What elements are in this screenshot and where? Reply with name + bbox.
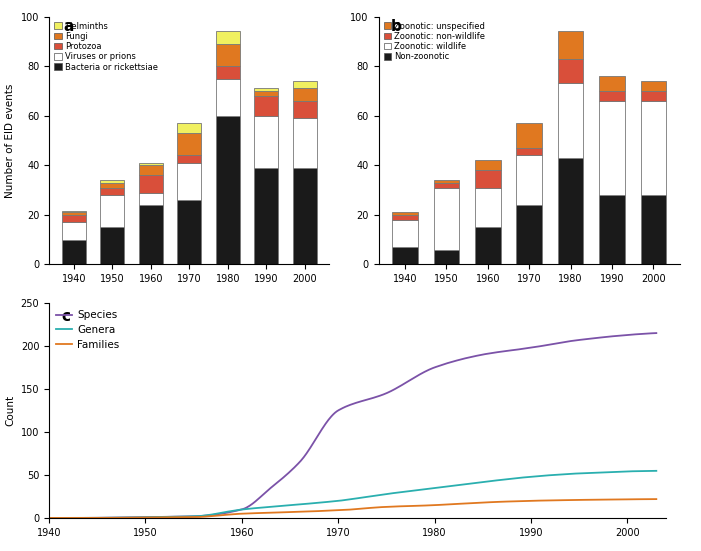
Bar: [62, 215, 86, 223]
Bar: [254, 88, 278, 91]
Bar: [393, 220, 418, 247]
Bar: [139, 163, 163, 165]
Legend: Helminths, Fungi, Protozoa, Viruses or prions, Bacteria or rickettsiae: Helminths, Fungi, Protozoa, Viruses or p…: [53, 21, 158, 72]
Line: Families: Families: [49, 499, 656, 518]
Bar: [558, 58, 583, 83]
Bar: [434, 187, 459, 250]
Bar: [558, 158, 583, 264]
Families: [45, 515, 53, 521]
Genera: [400, 488, 409, 495]
Bar: [293, 81, 317, 88]
Legend: Zoonotic: unspecified, Zoonotic: non-wildlife, Zoonotic: wildlife, Non-zoonotic: Zoonotic: unspecified, Zoonotic: non-wil…: [383, 21, 486, 62]
Genera: [219, 509, 227, 516]
Genera: [45, 515, 53, 521]
Y-axis label: Number of EID events: Number of EID events: [6, 83, 15, 198]
Species: [45, 515, 53, 521]
Bar: [475, 228, 501, 264]
Bar: [62, 211, 86, 213]
Bar: [434, 180, 459, 183]
Families: [53, 515, 61, 521]
Bar: [293, 168, 317, 264]
Bar: [434, 183, 459, 187]
Bar: [475, 187, 501, 228]
Bar: [254, 96, 278, 116]
Bar: [177, 155, 201, 163]
Bar: [558, 83, 583, 158]
Bar: [517, 148, 542, 155]
Families: [219, 512, 228, 518]
Genera: [229, 507, 237, 514]
Bar: [475, 170, 501, 187]
Genera: [63, 515, 72, 521]
Bar: [139, 193, 163, 205]
Bar: [475, 160, 501, 170]
Bar: [434, 250, 459, 264]
Bar: [139, 165, 163, 175]
Genera: [489, 478, 497, 484]
Bar: [100, 195, 124, 228]
Species: [400, 380, 409, 387]
Bar: [641, 81, 666, 91]
Bar: [254, 91, 278, 96]
Species: [652, 330, 660, 337]
Bar: [599, 195, 625, 264]
Bar: [216, 116, 240, 264]
Species: [489, 349, 497, 356]
Families: [64, 515, 72, 521]
Bar: [641, 195, 666, 264]
Families: [401, 503, 409, 510]
Families: [652, 496, 660, 503]
Line: Species: Species: [49, 333, 656, 518]
Bar: [641, 91, 666, 101]
Bar: [393, 247, 418, 264]
Line: Genera: Genera: [49, 471, 656, 518]
Bar: [293, 101, 317, 118]
Bar: [100, 180, 124, 183]
Bar: [517, 205, 542, 264]
Species: [219, 510, 227, 517]
Text: c: c: [62, 310, 70, 325]
Y-axis label: Count: Count: [5, 395, 15, 426]
Bar: [254, 168, 278, 264]
Bar: [139, 205, 163, 264]
Bar: [62, 240, 86, 264]
Families: [103, 515, 111, 521]
Bar: [177, 123, 201, 133]
Bar: [558, 31, 583, 58]
Bar: [599, 91, 625, 101]
Bar: [216, 44, 240, 66]
Text: a: a: [63, 19, 74, 34]
Bar: [599, 101, 625, 195]
Families: [489, 499, 498, 505]
Bar: [139, 175, 163, 193]
Bar: [393, 213, 418, 215]
Species: [63, 515, 72, 521]
Bar: [100, 183, 124, 187]
Bar: [62, 213, 86, 215]
Species: [229, 509, 237, 515]
Bar: [293, 118, 317, 168]
Bar: [254, 116, 278, 168]
Text: b: b: [390, 19, 402, 34]
Bar: [177, 200, 201, 264]
Genera: [102, 515, 110, 521]
Bar: [177, 163, 201, 200]
Bar: [517, 155, 542, 205]
Legend: Species, Genera, Families: Species, Genera, Families: [54, 308, 121, 352]
Bar: [216, 66, 240, 78]
Genera: [652, 468, 660, 474]
Bar: [216, 31, 240, 44]
Bar: [216, 78, 240, 116]
Bar: [393, 215, 418, 220]
Bar: [599, 76, 625, 91]
Bar: [293, 88, 317, 101]
Bar: [641, 101, 666, 195]
Bar: [100, 228, 124, 264]
Families: [229, 511, 238, 517]
Bar: [62, 223, 86, 240]
Species: [102, 515, 110, 521]
Bar: [177, 133, 201, 155]
Bar: [517, 123, 542, 148]
Bar: [100, 187, 124, 195]
